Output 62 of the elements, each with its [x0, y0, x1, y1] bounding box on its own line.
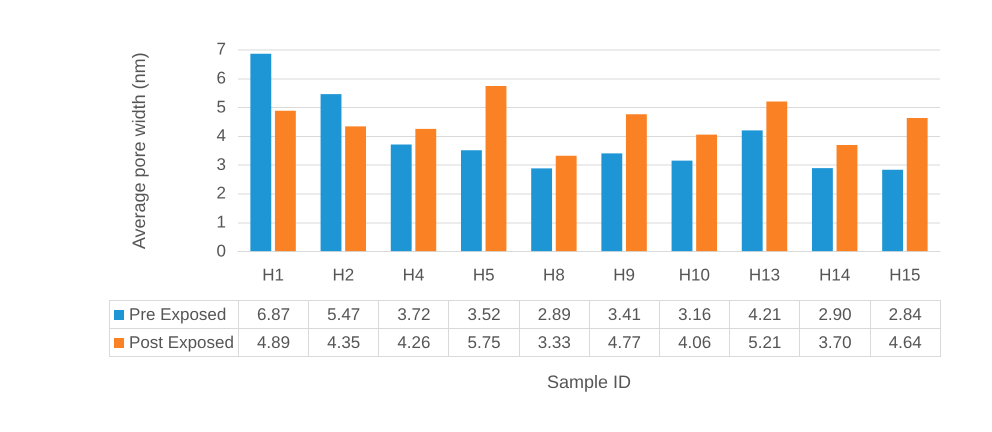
x-tick-label: H4 — [402, 265, 424, 284]
bar — [486, 86, 506, 252]
bar — [742, 130, 763, 252]
bar — [460, 150, 482, 252]
data-label: 5.21 — [730, 328, 800, 356]
bar — [250, 54, 272, 252]
x-tick-label: H14 — [819, 265, 850, 284]
data-label: 4.26 — [378, 328, 449, 356]
data-label: 6.87 — [238, 300, 309, 328]
data-label: 5.47 — [308, 300, 379, 328]
bar — [882, 170, 904, 252]
data-label: 3.41 — [589, 300, 660, 328]
x-axis-title: Sample ID — [546, 372, 632, 393]
y-tick-label: 0 — [216, 241, 226, 260]
x-tick-label: H9 — [613, 265, 635, 284]
data-label: 5.75 — [448, 328, 520, 356]
x-tick-label: H15 — [889, 265, 920, 284]
data-label: 3.16 — [660, 300, 730, 328]
y-tick-label: 7 — [216, 40, 226, 59]
data-label: 3.33 — [519, 328, 590, 356]
x-tick-label: H13 — [748, 265, 780, 284]
x-tick-label: H2 — [332, 265, 354, 284]
bar — [531, 168, 552, 252]
bar — [696, 134, 718, 252]
data-label: 3.52 — [448, 300, 520, 328]
x-tick-label: H1 — [262, 265, 284, 284]
y-tick-label: 3 — [216, 154, 226, 174]
x-tick-label: H10 — [678, 265, 710, 284]
data-label: 4.77 — [589, 328, 660, 356]
data-label: 4.89 — [238, 328, 309, 356]
bar — [601, 153, 622, 252]
y-tick-label: 5 — [216, 97, 226, 116]
bar — [812, 168, 833, 252]
data-label: 2.84 — [870, 300, 940, 328]
bar — [320, 94, 342, 252]
bar — [390, 144, 412, 252]
data-label: 4.35 — [308, 328, 379, 356]
bar — [556, 156, 577, 252]
data-label: 4.06 — [660, 328, 730, 356]
bar — [836, 145, 858, 252]
bar — [626, 114, 647, 252]
bar — [345, 126, 366, 252]
data-label: 2.89 — [519, 300, 590, 328]
y-axis-title: Average pore width (nm) — [128, 52, 149, 250]
x-tick-label: H5 — [472, 265, 495, 284]
bar — [274, 110, 296, 252]
data-label: 3.70 — [800, 328, 870, 356]
legend-label: Post Exposed — [110, 328, 238, 356]
data-label: 4.21 — [730, 300, 800, 328]
bar — [415, 128, 436, 252]
bar — [766, 102, 788, 252]
data-label: 2.90 — [800, 300, 870, 328]
y-tick-label: 2 — [216, 184, 226, 203]
x-tick-label: H8 — [543, 265, 565, 284]
legend-label: Pre Exposed — [110, 300, 238, 328]
bar — [906, 118, 928, 252]
bar — [672, 160, 692, 252]
y-tick-label: 4 — [216, 126, 226, 146]
data-label: 3.72 — [378, 300, 449, 328]
data-label: 4.64 — [870, 328, 940, 356]
y-tick-label: 1 — [216, 212, 226, 232]
y-tick-label: 6 — [216, 68, 226, 88]
